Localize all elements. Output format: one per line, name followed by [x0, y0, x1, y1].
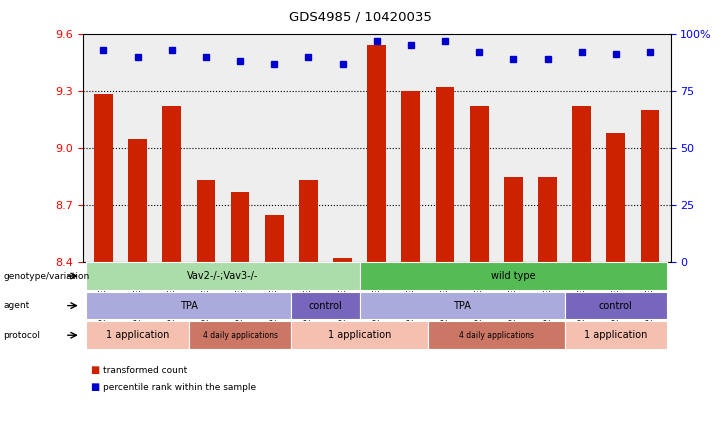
- Text: ■: ■: [90, 382, 99, 392]
- Text: ■: ■: [90, 365, 99, 375]
- Text: 4 daily applications: 4 daily applications: [203, 331, 278, 340]
- Bar: [265, 215, 283, 262]
- Text: Vav2-/-;Vav3-/-: Vav2-/-;Vav3-/-: [187, 271, 259, 281]
- Text: wild type: wild type: [491, 271, 536, 281]
- Bar: [606, 133, 625, 262]
- Bar: [538, 177, 557, 262]
- Text: 4 daily applications: 4 daily applications: [459, 331, 534, 340]
- Text: 1 application: 1 application: [584, 330, 647, 340]
- Text: 1 application: 1 application: [106, 330, 169, 340]
- Bar: [367, 45, 386, 262]
- Bar: [572, 106, 591, 262]
- Text: transformed count: transformed count: [103, 365, 187, 375]
- Text: control: control: [599, 301, 633, 310]
- Bar: [128, 139, 147, 262]
- Text: GDS4985 / 10420035: GDS4985 / 10420035: [289, 11, 432, 24]
- Bar: [94, 94, 112, 262]
- Text: percentile rank within the sample: percentile rank within the sample: [103, 382, 256, 392]
- Bar: [435, 87, 454, 262]
- Text: protocol: protocol: [4, 331, 40, 340]
- Text: 1 application: 1 application: [328, 330, 392, 340]
- Bar: [197, 181, 216, 262]
- Text: TPA: TPA: [180, 301, 198, 310]
- Text: control: control: [309, 301, 342, 310]
- Bar: [333, 258, 352, 262]
- Text: genotype/variation: genotype/variation: [4, 272, 90, 280]
- Bar: [504, 177, 523, 262]
- Bar: [470, 106, 489, 262]
- Bar: [402, 91, 420, 262]
- Bar: [162, 106, 181, 262]
- Text: agent: agent: [4, 301, 30, 310]
- Bar: [641, 110, 660, 262]
- Text: TPA: TPA: [454, 301, 471, 310]
- Bar: [299, 181, 318, 262]
- Bar: [231, 192, 249, 262]
